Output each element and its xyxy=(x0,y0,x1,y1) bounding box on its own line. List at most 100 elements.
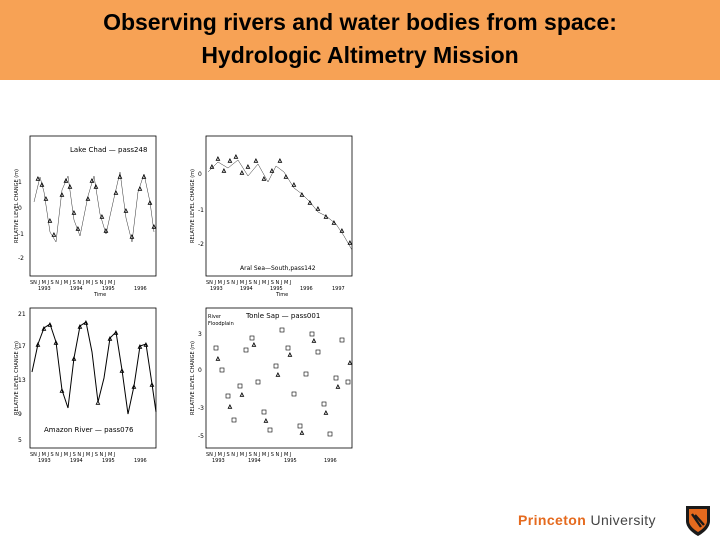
svg-text:-5: -5 xyxy=(198,433,204,440)
svg-text:△: △ xyxy=(84,320,88,326)
svg-text:△: △ xyxy=(142,174,146,180)
panel-amazon-river: RELATIVE LEVEL CHANGE (m) 21 17 13 9 5 △… xyxy=(14,307,157,458)
year-1997: 1997 xyxy=(332,286,345,292)
panel-lake-chad: RELATIVE LEVEL CHANGE (m) 1 0 -1 -2 Lake… xyxy=(14,135,157,298)
panel-aral-sea: RELATIVE LEVEL CHANGE (m) 0 -1 -2 △△△△△ … xyxy=(190,135,353,298)
y-axis-label: RELATIVE LEVEL CHANGE (m) xyxy=(190,341,196,415)
svg-text:△: △ xyxy=(132,384,136,390)
svg-text:-1: -1 xyxy=(18,231,24,238)
y-axis-label: RELATIVE LEVEL CHANGE (m) xyxy=(14,341,20,415)
legend-floodplain: Floodplain xyxy=(208,321,234,327)
svg-text:0: 0 xyxy=(198,171,202,178)
svg-text:△: △ xyxy=(78,324,82,330)
data-points: △△△△△ △△△△△ △△△△△ △△△△ △△△△ xyxy=(36,174,157,241)
svg-text:△: △ xyxy=(246,164,250,170)
title-line-1: Observing rivers and water bodies from s… xyxy=(103,9,617,35)
princeton-wordmark: Princeton University xyxy=(518,512,656,528)
svg-text:△: △ xyxy=(264,418,268,424)
x-axis-label: Time xyxy=(93,292,106,298)
svg-text:1: 1 xyxy=(18,179,22,186)
svg-text:3: 3 xyxy=(198,331,202,338)
svg-text:△: △ xyxy=(254,158,258,164)
svg-text:0: 0 xyxy=(198,367,202,374)
svg-text:△: △ xyxy=(86,196,90,202)
month-ticks: SN J M J S N J M J S N J M J S N J M J xyxy=(206,452,291,458)
data-points xyxy=(213,327,351,437)
svg-text:△: △ xyxy=(300,430,304,436)
svg-text:△: △ xyxy=(64,178,68,184)
svg-text:△: △ xyxy=(40,182,44,188)
svg-text:△: △ xyxy=(120,368,124,374)
svg-text:△: △ xyxy=(216,356,220,362)
svg-text:△: △ xyxy=(124,208,128,214)
svg-text:△: △ xyxy=(68,184,72,190)
svg-text:1996: 1996 xyxy=(134,458,147,462)
svg-text:13: 13 xyxy=(18,377,26,384)
month-ticks: SN J M J S N J M J S N J M J S N J M J xyxy=(30,452,115,458)
svg-text:△: △ xyxy=(44,196,48,202)
year-1994: 1994 xyxy=(240,286,253,292)
svg-text:△: △ xyxy=(144,342,148,348)
svg-text:△: △ xyxy=(148,200,152,206)
svg-text:△: △ xyxy=(276,372,280,378)
svg-text:△: △ xyxy=(252,342,256,348)
svg-text:△: △ xyxy=(292,182,296,188)
slide-title: Observing rivers and water bodies from s… xyxy=(0,6,720,72)
year-1994: 1994 xyxy=(70,286,83,292)
svg-text:△: △ xyxy=(316,206,320,212)
svg-text:△: △ xyxy=(332,220,336,226)
svg-text:1995: 1995 xyxy=(284,458,297,462)
panel-label: Lake Chad — pass248 xyxy=(70,146,147,154)
svg-text:△: △ xyxy=(228,158,232,164)
svg-text:△: △ xyxy=(108,336,112,342)
svg-text:21: 21 xyxy=(18,311,26,318)
panel-label: Aral Sea—South,pass142 xyxy=(240,265,316,272)
svg-text:△: △ xyxy=(48,322,52,328)
svg-text:△: △ xyxy=(72,356,76,362)
svg-text:△: △ xyxy=(54,340,58,346)
svg-text:△: △ xyxy=(114,330,118,336)
svg-text:0: 0 xyxy=(18,205,22,212)
svg-text:1993: 1993 xyxy=(212,458,225,462)
svg-text:△: △ xyxy=(288,352,292,358)
svg-text:-2: -2 xyxy=(198,241,204,248)
svg-text:△: △ xyxy=(284,174,288,180)
altimetry-figure: RELATIVE LEVEL CHANGE (m) 1 0 -1 -2 Lake… xyxy=(14,132,360,462)
panel-label: Tonle Sap — pass001 xyxy=(245,312,320,320)
year-1996: 1996 xyxy=(134,286,147,292)
year-1996: 1996 xyxy=(300,286,313,292)
panel-label: Amazon River — pass076 xyxy=(44,426,134,434)
svg-text:△: △ xyxy=(52,232,56,238)
svg-text:△: △ xyxy=(278,158,282,164)
svg-text:△: △ xyxy=(100,214,104,220)
svg-text:△: △ xyxy=(60,388,64,394)
svg-text:△: △ xyxy=(94,184,98,190)
svg-text:△: △ xyxy=(130,234,134,240)
svg-text:△: △ xyxy=(152,224,156,230)
svg-text:1994: 1994 xyxy=(248,458,261,462)
svg-text:△: △ xyxy=(348,360,352,366)
university-text: University xyxy=(590,512,656,528)
princeton-shield-icon xyxy=(686,506,710,536)
month-ticks: SN J M J S N J M J S N J M J S N J M J xyxy=(206,280,291,286)
svg-text:△: △ xyxy=(336,384,340,390)
y-axis-label: RELATIVE LEVEL CHANGE (m) xyxy=(190,169,196,243)
year-1993: 1993 xyxy=(38,286,51,292)
svg-text:△: △ xyxy=(216,156,220,162)
svg-text:△: △ xyxy=(222,168,226,174)
svg-text:△: △ xyxy=(104,228,108,234)
svg-text:△: △ xyxy=(138,344,142,350)
svg-text:△: △ xyxy=(240,392,244,398)
svg-text:△: △ xyxy=(118,174,122,180)
svg-text:17: 17 xyxy=(18,343,26,350)
title-banner xyxy=(0,0,720,80)
svg-text:△: △ xyxy=(262,176,266,182)
svg-text:△: △ xyxy=(72,210,76,216)
data-points: △ △ △ △ △ △ △ △ △ △ △ △ xyxy=(216,338,353,437)
bottom-years-left: 1993 1994 1995 1996 xyxy=(38,458,147,462)
svg-text:△: △ xyxy=(114,190,118,196)
svg-text:-2: -2 xyxy=(18,255,24,262)
svg-text:9: 9 xyxy=(18,411,22,418)
svg-text:△: △ xyxy=(234,154,238,160)
svg-text:△: △ xyxy=(76,226,80,232)
